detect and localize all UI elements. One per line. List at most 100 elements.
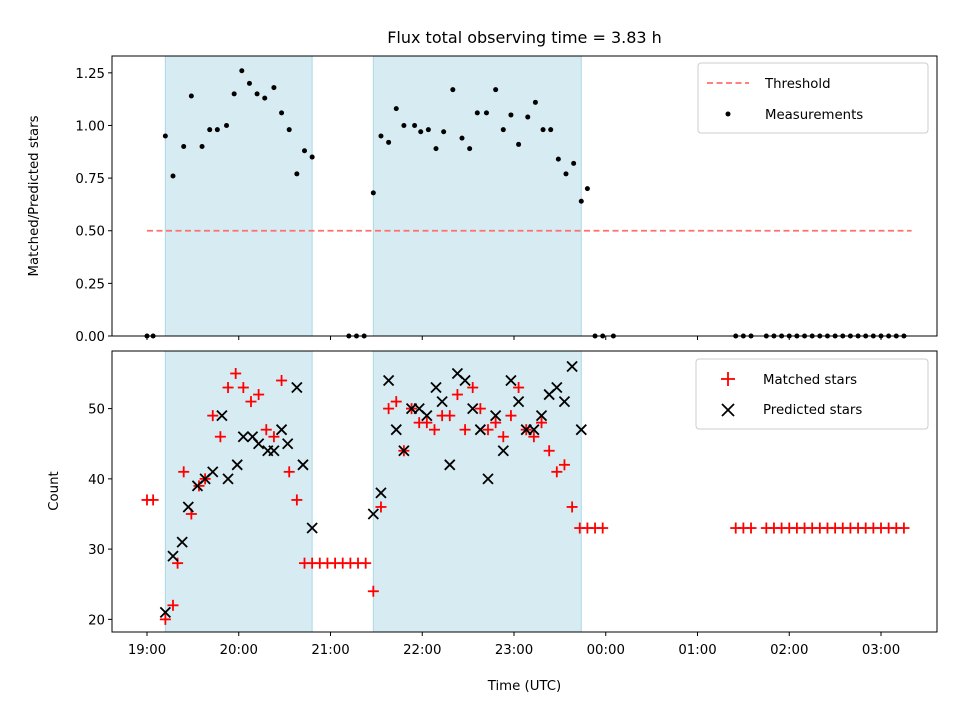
top-legend: Threshold Measurements	[697, 62, 929, 134]
bottom-legend-box	[695, 358, 929, 430]
predicted-star-point	[222, 473, 234, 485]
predicted-star-point	[159, 606, 171, 618]
matched-star-point	[898, 522, 910, 534]
measurement-point	[162, 133, 168, 139]
measurement-point	[412, 122, 418, 128]
bottom-ytick-label: 20	[88, 613, 105, 628]
measurement-point	[188, 93, 194, 99]
predicted-star-point	[512, 395, 525, 408]
predicted-star-point	[306, 522, 318, 534]
predicted-star-point	[275, 424, 288, 436]
matched-star-point	[383, 403, 395, 415]
xtick-label: 00:00	[587, 643, 625, 658]
predicted-star-point	[444, 459, 456, 471]
xtick-label: 03:00	[862, 643, 900, 658]
predicted-star-point	[430, 381, 442, 394]
measurement-point	[483, 110, 489, 116]
measurement-point	[508, 112, 514, 118]
matched-star-point	[390, 396, 402, 408]
measurement-point	[271, 85, 277, 91]
measurement-point	[181, 144, 187, 150]
matched-star-point	[245, 396, 257, 408]
matched-star-point	[276, 375, 288, 387]
predicted-star-point	[467, 402, 479, 415]
matched-star-point	[428, 424, 440, 436]
matched-star-point	[745, 522, 757, 534]
bottom-ytick-label: 40	[88, 473, 105, 488]
matched-star-point	[597, 522, 609, 534]
measurement-point	[214, 127, 220, 133]
top-ytick-label: 0.75	[75, 172, 105, 187]
measurement-point	[401, 122, 407, 128]
measurement-point	[578, 198, 584, 204]
predicted-star-point	[182, 501, 194, 513]
predicted-star-point	[505, 374, 517, 387]
xtick-label: 23:00	[495, 643, 533, 658]
x-axis-label: Time (UTC)	[487, 679, 562, 694]
matched-star-point	[543, 445, 555, 457]
matched-star-point	[260, 424, 272, 436]
predicted-star-point	[575, 424, 587, 436]
top-axes-frame	[111, 55, 938, 337]
measurement-point	[441, 129, 447, 135]
measurement-point	[563, 171, 569, 177]
measurement-point	[500, 127, 506, 133]
matched-star-point	[159, 613, 171, 625]
predicted-star-point	[176, 536, 188, 548]
top-observing-window-2	[372, 55, 582, 337]
predicted-star-point	[436, 395, 448, 408]
measurement-point	[199, 144, 205, 150]
bottom-ytick-label: 50	[88, 403, 105, 418]
predicted-star-point	[398, 445, 410, 457]
predicted-star-point	[390, 424, 402, 436]
predicted-star-point	[551, 381, 563, 394]
matched-star-point	[207, 410, 219, 422]
matched-star-point	[528, 431, 540, 443]
measurement-point	[207, 127, 213, 133]
measurement-point	[224, 122, 230, 128]
measurement-point	[459, 135, 465, 141]
predicted-star-point	[459, 374, 471, 387]
matched-star-point	[253, 389, 265, 401]
matched-star-point	[444, 410, 456, 422]
predicted-star-point	[231, 459, 243, 471]
matched-star-point	[536, 417, 548, 429]
top-ytick-label: 1.25	[75, 67, 105, 82]
legend-matched-label: Matched stars	[763, 373, 857, 388]
matched-star-point	[451, 389, 463, 401]
predicted-star-point	[291, 381, 303, 394]
matched-star-point	[360, 557, 372, 569]
measurement-point	[170, 173, 176, 179]
legend-predicted-swatch	[721, 403, 735, 417]
measurement-point	[571, 160, 577, 166]
top-ytick-label: 0.00	[75, 330, 105, 345]
predicted-star-point	[268, 445, 280, 457]
top-observing-window-1	[164, 55, 313, 337]
measurement-point	[425, 127, 431, 133]
matched-star-point	[178, 466, 190, 478]
measurement-point	[246, 80, 252, 86]
measurement-point	[516, 141, 522, 147]
matched-star-point	[291, 494, 303, 506]
measurement-point	[286, 127, 292, 133]
predicted-star-point	[490, 409, 502, 422]
top-ytick-label: 1.00	[75, 119, 105, 134]
matched-star-point	[237, 382, 249, 394]
top-legend-box	[697, 62, 929, 134]
measurement-point	[302, 148, 308, 154]
predicted-star-point	[528, 424, 540, 436]
bottom-y-axis-label: Count	[47, 471, 62, 511]
measurement-point	[378, 133, 384, 139]
measurement-point	[309, 154, 315, 160]
predicted-star-point	[216, 409, 228, 422]
matched-star-point	[497, 431, 509, 443]
predicted-star-point	[482, 473, 494, 485]
measurement-point	[474, 110, 480, 116]
measurement-point	[467, 146, 473, 152]
measurement-point	[279, 110, 285, 116]
measurement-point	[532, 99, 538, 105]
measurement-point	[262, 95, 268, 101]
legend-measurements-label: Measurements	[765, 108, 863, 123]
matched-star-point	[459, 424, 471, 436]
predicted-star-point	[474, 424, 486, 436]
